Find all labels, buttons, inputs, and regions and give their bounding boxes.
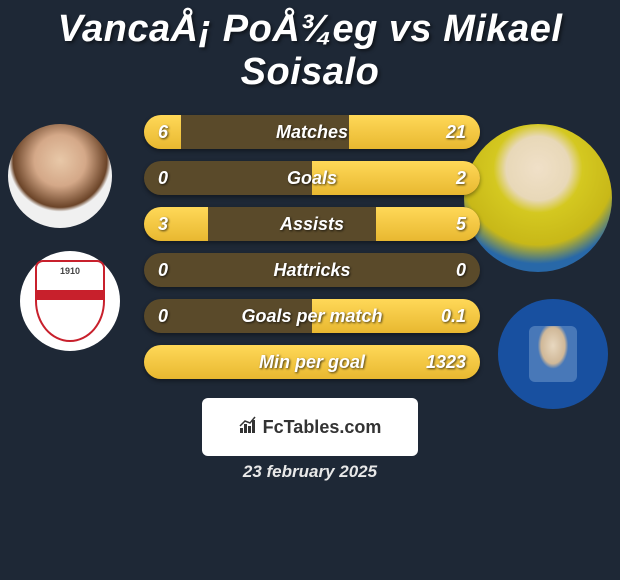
stat-value-right: 1323	[426, 345, 466, 379]
watermark-text: FcTables.com	[263, 417, 382, 438]
stat-row: 3Assists5	[144, 207, 480, 241]
badge-portrait-icon	[529, 326, 577, 382]
badge-stripe	[37, 290, 103, 300]
chart-icon	[239, 416, 259, 439]
player-left-photo	[8, 124, 112, 228]
comparison-card: VancaÅ¡ PoÅ¾eg vs Mikael Soisalo Club co…	[0, 0, 620, 580]
stat-value-right: 21	[446, 115, 466, 149]
stat-label: Goals per match	[144, 299, 480, 333]
stat-label: Hattricks	[144, 253, 480, 287]
watermark[interactable]: FcTables.com	[202, 398, 418, 456]
stats-area: 1910 6Matches210Goals23Assists50Hattrick…	[0, 115, 620, 391]
stat-row: Min per goal1323	[144, 345, 480, 379]
stat-value-right: 0.1	[441, 299, 466, 333]
stat-row: 0Goals2	[144, 161, 480, 195]
stat-label: Goals	[144, 161, 480, 195]
player-right-photo	[464, 124, 612, 272]
stat-rows: 6Matches210Goals23Assists50Hattricks00Go…	[140, 115, 480, 379]
stat-label: Assists	[144, 207, 480, 241]
page-title: VancaÅ¡ PoÅ¾eg vs Mikael Soisalo	[0, 0, 620, 94]
stat-row: 6Matches21	[144, 115, 480, 149]
stat-row: 0Hattricks0	[144, 253, 480, 287]
stat-row: 0Goals per match0.1	[144, 299, 480, 333]
club-left-badge: 1910	[20, 251, 120, 351]
shield-icon: 1910	[35, 260, 105, 342]
club-right-badge	[498, 299, 608, 409]
date-line: 23 february 2025	[0, 462, 620, 482]
badge-year: 1910	[37, 266, 103, 276]
stat-value-right: 0	[456, 253, 466, 287]
stat-label: Matches	[144, 115, 480, 149]
stat-value-right: 2	[456, 161, 466, 195]
stat-value-right: 5	[456, 207, 466, 241]
